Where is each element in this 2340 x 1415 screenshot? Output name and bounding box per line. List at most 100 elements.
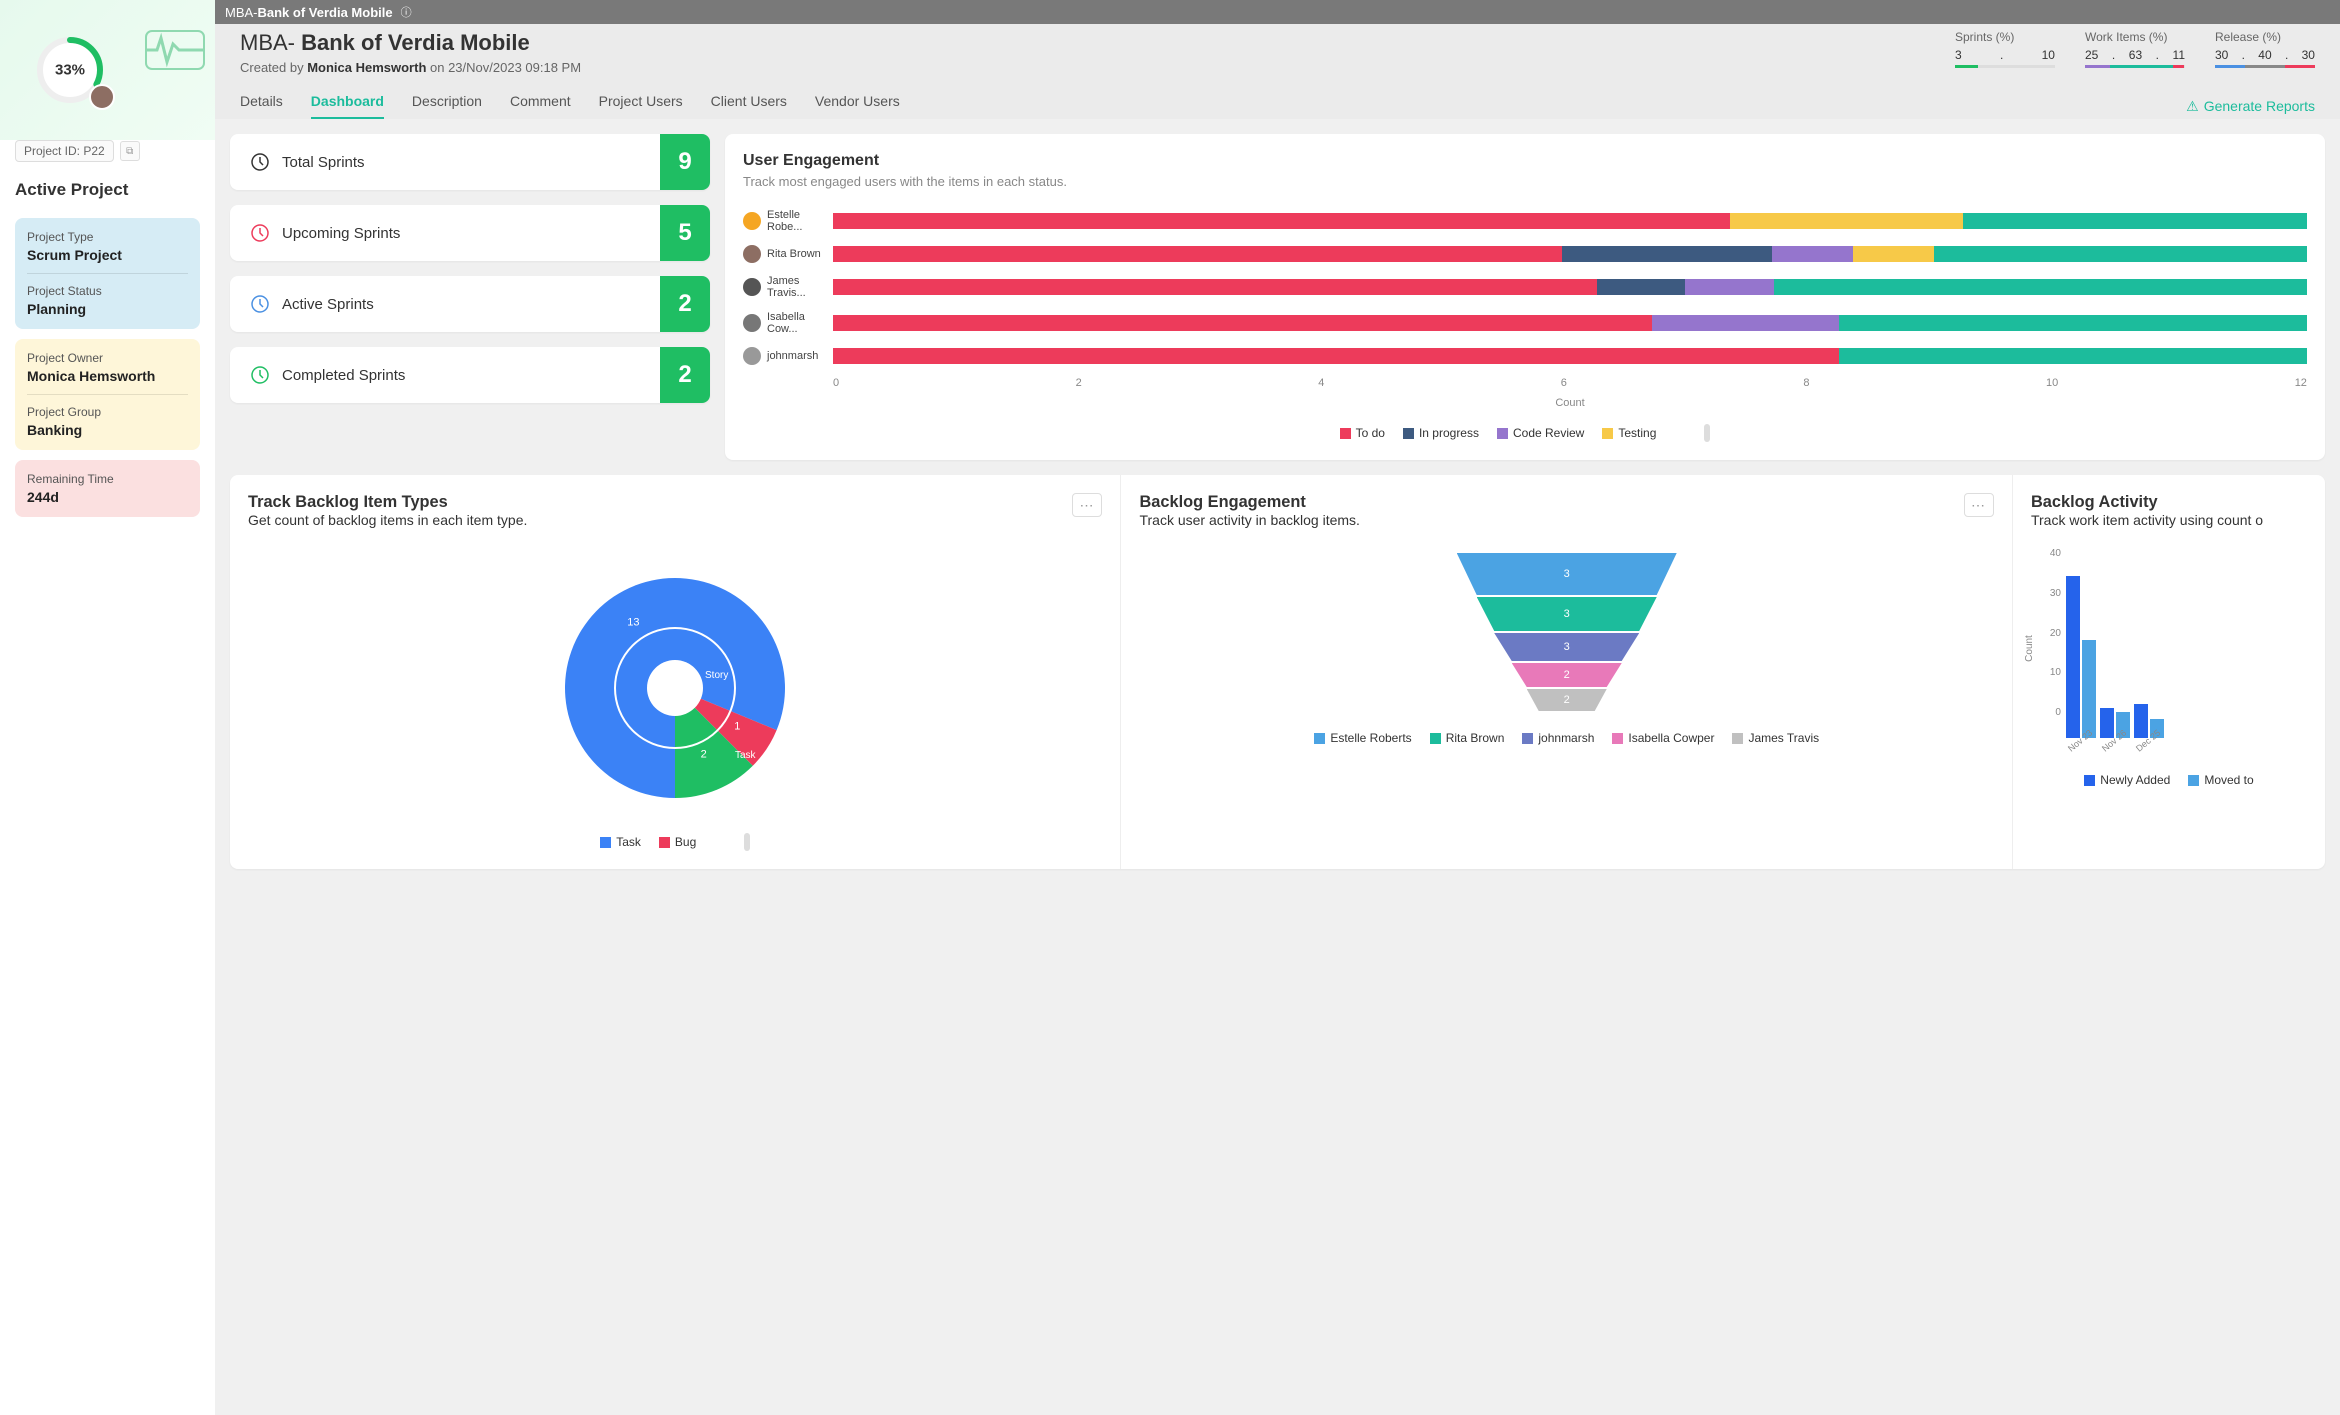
engagement-xlabel: Count	[833, 397, 2307, 409]
engagement-bar	[833, 246, 2307, 262]
backlog-types-panel: Track Backlog Item Types Get count of ba…	[230, 475, 1121, 869]
bar-group: Nov 23	[2066, 576, 2096, 738]
project-type-label: Project Type	[27, 230, 188, 244]
project-status-label: Project Status	[27, 284, 188, 298]
sprint-card-title: Completed Sprints	[282, 367, 405, 384]
legend-item: Rita Brown	[1430, 731, 1505, 745]
bar	[2100, 708, 2114, 738]
sprint-count: 9	[660, 134, 710, 190]
engagement-bar	[833, 348, 2307, 364]
donut-chart: 1312StoryTask	[545, 558, 805, 818]
sprint-card[interactable]: Active Sprints2	[230, 276, 710, 332]
sprint-icon	[250, 223, 270, 243]
engagement-row: James Travis...	[743, 275, 2307, 299]
tab-comment[interactable]: Comment	[510, 93, 571, 119]
tab-vendor-users[interactable]: Vendor Users	[815, 93, 900, 119]
bar	[2066, 576, 2080, 738]
mini-stat-title: Work Items (%)	[2085, 30, 2185, 44]
created-by-author: Monica Hemsworth	[307, 60, 426, 75]
legend-item: Code Review	[1497, 426, 1584, 440]
engagement-subtitle: Track most engaged users with the items …	[743, 174, 2307, 189]
legend-scrollbar[interactable]	[744, 833, 750, 851]
progress-ring: 33%	[35, 35, 105, 105]
progress-percent: 33%	[55, 62, 85, 79]
sprint-card-title: Total Sprints	[282, 154, 365, 171]
project-group-value: Banking	[27, 422, 188, 438]
legend-scrollbar[interactable]	[1704, 424, 1710, 442]
engagement-row: Rita Brown	[743, 245, 2307, 263]
legend-item: James Travis	[1732, 731, 1819, 745]
tab-project-users[interactable]: Project Users	[599, 93, 683, 119]
tab-client-users[interactable]: Client Users	[711, 93, 787, 119]
sprint-count: 2	[660, 347, 710, 403]
legend-item: Bug	[659, 835, 696, 849]
tab-dashboard[interactable]: Dashboard	[311, 93, 384, 119]
sprint-card[interactable]: Completed Sprints 2	[230, 347, 710, 403]
project-title: Bank of Verdia Mobile	[301, 30, 530, 55]
funnel-segment: 2	[1527, 689, 1607, 711]
engagement-row: Isabella Cow...	[743, 311, 2307, 335]
more-button[interactable]: ⋯	[1964, 493, 1994, 517]
backlog-engagement-panel: Backlog Engagement Track user activity i…	[1121, 475, 2012, 869]
main-content: MBA- Bank of Verdia Mobile ⓘ MBA- Bank o…	[215, 0, 2340, 1415]
legend-item: In progress	[1403, 426, 1479, 440]
svg-text:1: 1	[735, 721, 741, 733]
engagement-bar	[833, 213, 2307, 229]
project-group-label: Project Group	[27, 405, 188, 419]
created-by-date: on 23/Nov/2023 09:18 PM	[426, 60, 581, 75]
legend-item: Moved to	[2188, 773, 2253, 787]
svg-text:Task: Task	[735, 750, 757, 761]
bar-ylabel: Count	[2024, 635, 2035, 662]
heartbeat-icon	[145, 30, 205, 70]
created-by-label: Created by	[240, 60, 307, 75]
sprint-count: 2	[660, 276, 710, 332]
active-project-heading: Active Project	[15, 180, 200, 200]
backlog-activity-subtitle: Track work item activity using count o	[2031, 512, 2307, 528]
title-prefix: MBA-	[240, 30, 301, 55]
funnel-segment: 3	[1494, 633, 1639, 661]
mini-stat: Sprints (%) 3.10	[1955, 30, 2055, 75]
legend-item: Isabella Cowper	[1612, 731, 1714, 745]
engagement-user: James Travis...	[743, 275, 833, 299]
bar-group: Nov 26	[2100, 708, 2130, 738]
project-owner-value: Monica Hemsworth	[27, 368, 188, 384]
sprint-card-title: Upcoming Sprints	[282, 225, 400, 242]
project-type-value: Scrum Project	[27, 247, 188, 263]
sprint-card[interactable]: Upcoming Sprints 5	[230, 205, 710, 261]
remaining-time-label: Remaining Time	[27, 472, 188, 486]
svg-text:13: 13	[627, 617, 639, 629]
tab-description[interactable]: Description	[412, 93, 482, 119]
backlog-engagement-subtitle: Track user activity in backlog items.	[1139, 512, 1359, 528]
tab-details[interactable]: Details	[240, 93, 283, 119]
generate-reports-button[interactable]: ⚠ Generate Reports	[2186, 98, 2315, 115]
sprint-count: 5	[660, 205, 710, 261]
copy-id-button[interactable]: ⧉	[120, 141, 140, 161]
report-icon: ⚠	[2186, 98, 2199, 115]
info-icon[interactable]: ⓘ	[401, 4, 412, 20]
legend-item: Testing	[1602, 426, 1656, 440]
mini-stat-title: Sprints (%)	[1955, 30, 2055, 44]
backlog-activity-panel: Backlog Activity Track work item activit…	[2013, 475, 2325, 869]
overlay-title: Bank of Verdia Mobile	[258, 5, 393, 20]
funnel-segment: 2	[1512, 663, 1622, 687]
more-button[interactable]: ⋯	[1072, 493, 1102, 517]
sprint-card[interactable]: Total Sprints 9	[230, 134, 710, 190]
backlog-types-subtitle: Get count of backlog items in each item …	[248, 512, 527, 528]
mini-stat-title: Release (%)	[2215, 30, 2315, 44]
sidebar-gradient-bg	[0, 0, 215, 140]
owner-group-card: Project Owner Monica Hemsworth Project G…	[15, 339, 200, 450]
bar	[2134, 704, 2148, 738]
sprint-icon	[250, 294, 270, 314]
legend-item: johnmarsh	[1522, 731, 1594, 745]
engagement-row: johnmarsh	[743, 347, 2307, 365]
mini-stat: Release (%) 30.40.30	[2215, 30, 2315, 75]
engagement-title: User Engagement	[743, 152, 2307, 170]
bar-group: Dec 25	[2134, 704, 2164, 738]
backlog-activity-title: Backlog Activity	[2031, 493, 2307, 512]
backlog-types-title: Track Backlog Item Types	[248, 493, 527, 512]
project-owner-label: Project Owner	[27, 351, 188, 365]
mini-stat: Work Items (%) 25.63.11	[2085, 30, 2185, 75]
sprint-icon	[250, 152, 270, 172]
funnel-segment: 3	[1477, 597, 1657, 631]
svg-text:Story: Story	[705, 670, 728, 681]
